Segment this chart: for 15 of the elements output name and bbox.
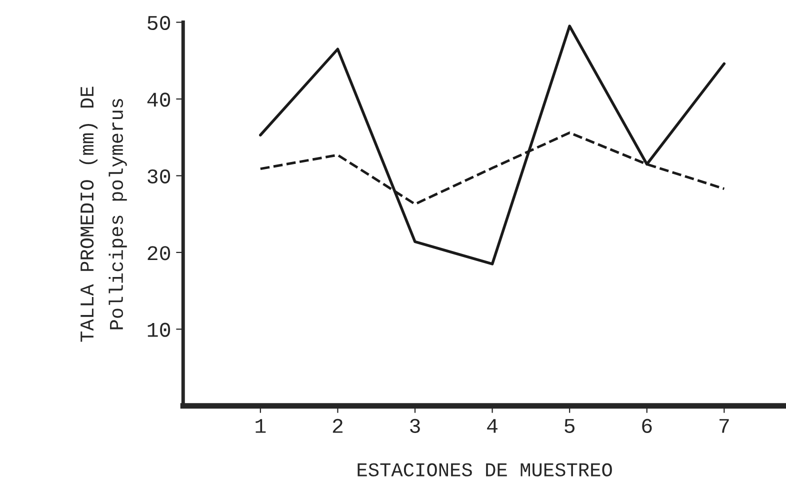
x-tick-label: 4 bbox=[487, 419, 498, 433]
x-tick-label: 3 bbox=[410, 418, 420, 434]
y-tick-label: 30 bbox=[148, 169, 170, 184]
y-tick-label: 40 bbox=[147, 92, 170, 107]
x-tick-label: 6 bbox=[642, 418, 652, 434]
x-tick-label: 2 bbox=[332, 418, 342, 433]
x-axis-title: ESTACIONES DE MUESTREO bbox=[358, 463, 612, 476]
y-axis-title: TALLA PROMEDIO (mm) DE Pollicipes polymerus bbox=[79, 86, 127, 342]
x-tick-label: 1 bbox=[256, 419, 266, 433]
y-tick-label: 10 bbox=[148, 322, 170, 337]
x-tick-label: 5 bbox=[564, 419, 575, 434]
y-tick-label: 50 bbox=[148, 16, 170, 30]
y-tick-label: 20 bbox=[148, 246, 170, 260]
x-tick-label: 7 bbox=[720, 419, 729, 433]
line-series bbox=[259, 24, 726, 266]
